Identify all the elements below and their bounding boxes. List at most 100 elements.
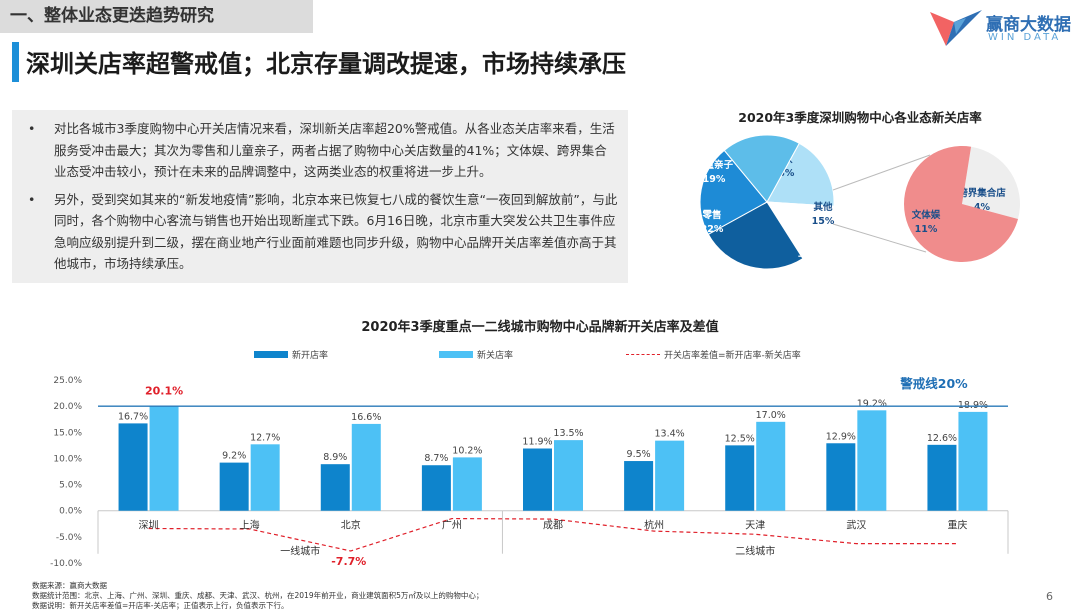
data-label: 19.2% bbox=[857, 398, 887, 409]
x-group-label: 二线城市 bbox=[735, 545, 775, 558]
legend-item-diff: 开关店率差值=新开店率-新关店率 bbox=[626, 346, 801, 362]
bar-chart-title: 2020年3季度重点一二线城市购物中心品牌新开关店率及差值 bbox=[361, 320, 719, 335]
pie-slice bbox=[766, 201, 835, 260]
bar-open bbox=[624, 461, 654, 511]
data-label: 12.9% bbox=[826, 431, 856, 442]
logo-name: 赢商大数据 bbox=[986, 15, 1071, 35]
bar-open bbox=[118, 423, 148, 511]
pie-slice-label: 儿童亲子 bbox=[694, 159, 734, 171]
breakout-slice bbox=[904, 146, 1019, 262]
y-tick-label: 10.0% bbox=[53, 454, 82, 464]
bar-close bbox=[554, 440, 583, 511]
legend-label-diff: 开关店率差值=新开店率-新关店率 bbox=[664, 350, 801, 361]
bar-close bbox=[655, 440, 685, 511]
pie-chart: 餐饮18%其他15%生活服务26%零售22%儿童亲子19%跨界集合店4%文体娱1… bbox=[694, 134, 1020, 273]
legend-item-close: 新关店率 bbox=[439, 346, 513, 362]
data-label: 12.5% bbox=[725, 433, 755, 444]
footnote-scope: 数据统计范围：北京、上海、广州、深圳、重庆、成都、天津、武汉、杭州，在2019年… bbox=[32, 591, 484, 600]
bullet-text: 另外，受到突如其来的“新发地疫情”影响，北京本来已恢复七八成的餐饮生意“一夜回到… bbox=[54, 191, 618, 272]
bar-open bbox=[219, 462, 249, 511]
legend-swatch-diff bbox=[626, 353, 660, 355]
bar-open bbox=[320, 464, 350, 511]
data-label: 18.9% bbox=[958, 400, 988, 411]
bar-close bbox=[250, 444, 280, 511]
breakout-slice-label: 文体娱 bbox=[911, 209, 941, 221]
x-tick-label: 上海 bbox=[240, 519, 260, 532]
legend-item-open: 新开店率 bbox=[254, 346, 328, 362]
legend-swatch-close bbox=[439, 350, 473, 358]
breakout-slice bbox=[962, 146, 1020, 220]
highlight-data-label: -7.7% bbox=[331, 555, 366, 568]
bar-close bbox=[958, 411, 988, 511]
pie-slice-label: 生活服务 bbox=[798, 247, 837, 259]
page-title: 深圳关店率超警戒值；北京存量调改提速，市场持续承压 bbox=[26, 50, 626, 78]
bar-close bbox=[857, 410, 887, 511]
x-tick-label: 北京 bbox=[341, 519, 361, 532]
breakout-slice-value: 4% bbox=[974, 202, 991, 213]
highlight-data-label: 20.1% bbox=[145, 385, 183, 398]
legend-swatch-open bbox=[254, 350, 288, 358]
pie-slice bbox=[699, 149, 768, 235]
bar-open bbox=[725, 445, 755, 511]
bullet-paragraph: • 另外，受到突如其来的“新发地疫情”影响，北京本来已恢复七八成的餐饮生意“一夜… bbox=[24, 189, 618, 275]
x-tick-label: 天津 bbox=[745, 520, 765, 532]
page-number: 6 bbox=[1046, 590, 1053, 603]
y-tick-label: 25.0% bbox=[53, 376, 82, 386]
logo-mark-icon bbox=[930, 10, 982, 46]
pie-slice-value: 22% bbox=[701, 224, 724, 235]
x-group-label: 一线城市 bbox=[280, 545, 320, 558]
bar-open bbox=[523, 448, 552, 511]
pie-slice-value: 19% bbox=[703, 174, 726, 185]
y-tick-label: 15.0% bbox=[53, 428, 82, 438]
bar-close bbox=[452, 457, 482, 511]
pie-slice-value: 26% bbox=[806, 262, 829, 273]
bullet-text: 对比各城市3季度购物中心开关店情况来看，深圳新关店率超20%警戒值。从各业态关店… bbox=[54, 121, 615, 179]
data-label: 16.7% bbox=[118, 411, 148, 422]
data-label: 8.9% bbox=[323, 452, 347, 463]
x-tick-label: 深圳 bbox=[139, 520, 159, 532]
x-tick-label: 广州 bbox=[442, 520, 462, 532]
bullet-dot: • bbox=[28, 191, 36, 207]
diff-line bbox=[148, 517, 958, 552]
x-tick-label: 武汉 bbox=[846, 519, 866, 532]
bullet-paragraph: • 对比各城市3季度购物中心开关店情况来看，深圳新关店率超20%警戒值。从各业态… bbox=[24, 118, 618, 183]
title-accent-bar bbox=[12, 42, 19, 82]
pie-slice bbox=[723, 134, 800, 203]
breakout-slice-label: 跨界集合店 bbox=[958, 187, 1006, 199]
data-label: 17.0% bbox=[756, 410, 786, 421]
x-tick-label: 杭州 bbox=[644, 519, 664, 532]
footnote-note: 数据说明：新开关店率差值=开店率-关店率；正值表示上行，负值表示下行。 bbox=[32, 601, 289, 610]
data-label: 10.2% bbox=[452, 445, 482, 456]
legend-label-open: 新开店率 bbox=[292, 350, 329, 361]
pie-slice-label: 其他 bbox=[813, 201, 833, 213]
breakout-slice-value: 11% bbox=[915, 224, 938, 235]
summary-box: • 对比各城市3季度购物中心开关店情况来看，深圳新关店率超20%警戒值。从各业态… bbox=[12, 110, 628, 283]
bullet-dot: • bbox=[28, 121, 36, 136]
connector-line bbox=[832, 154, 931, 191]
data-label: 13.5% bbox=[553, 428, 583, 439]
data-label: 13.4% bbox=[655, 429, 685, 440]
legend-label-close: 新关店率 bbox=[477, 350, 514, 361]
data-label: 8.7% bbox=[424, 453, 448, 464]
y-tick-label: 5.0% bbox=[59, 481, 82, 491]
y-tick-label: 20.0% bbox=[53, 402, 82, 412]
y-tick-label: -5.0% bbox=[56, 533, 83, 543]
logo-subtitle: WIN DATA bbox=[988, 32, 1062, 43]
logo: 赢商大数据 WIN DATA bbox=[928, 8, 1076, 48]
pie-slice bbox=[766, 142, 835, 207]
y-tick-label: -10.0% bbox=[50, 559, 82, 569]
footnote-source: 数据来源：赢商大数据 bbox=[32, 581, 107, 590]
data-label: 9.5% bbox=[627, 449, 651, 460]
bar-close bbox=[351, 423, 381, 511]
bar-open bbox=[927, 444, 957, 511]
bar-close bbox=[756, 421, 786, 511]
data-label: 11.9% bbox=[522, 436, 552, 447]
warning-line-label: 警戒线20% bbox=[899, 376, 968, 391]
pie-chart-title: 2020年3季度深圳购物中心各业态新关店率 bbox=[738, 110, 982, 125]
data-label: 12.6% bbox=[927, 433, 957, 444]
data-label: 9.2% bbox=[222, 451, 246, 462]
y-tick-label: 0.0% bbox=[59, 507, 82, 517]
bar-open bbox=[421, 465, 451, 511]
pie-slice-value: 15% bbox=[812, 216, 835, 227]
